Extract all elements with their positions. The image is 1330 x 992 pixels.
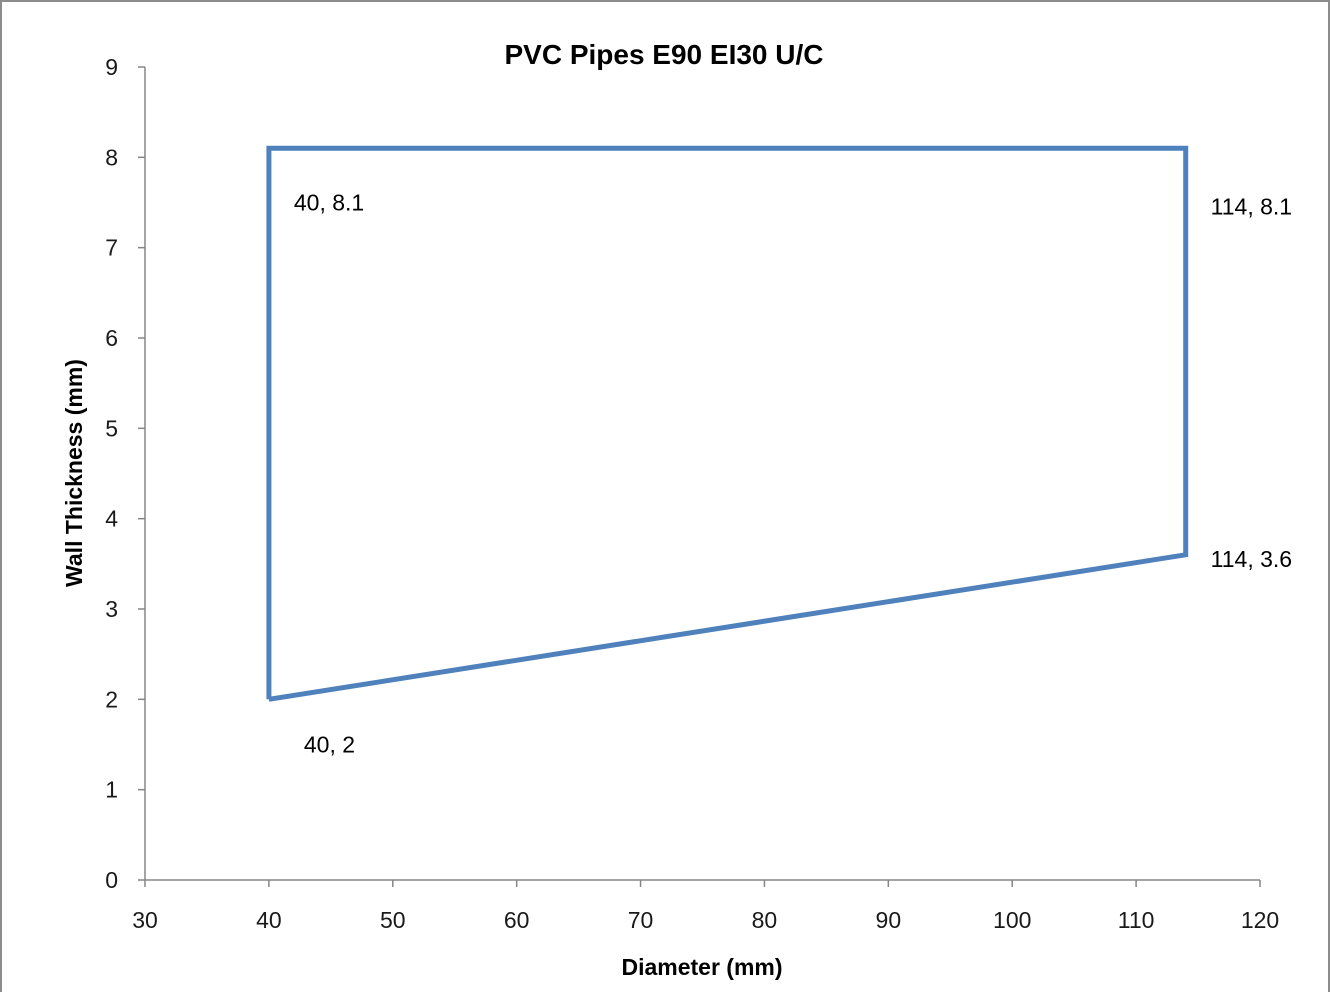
y-axis-title: Wall Thickness (mm) [61, 359, 87, 587]
data-label: 40, 2 [304, 731, 355, 757]
x-tick-label: 110 [1118, 907, 1155, 933]
axes [144, 67, 1260, 881]
y-tick-label: 5 [105, 415, 118, 441]
series-line [266, 145, 1189, 702]
y-tick-label: 3 [105, 596, 118, 622]
y-tick-label: 2 [105, 686, 118, 712]
x-ticks: 30 40 50 60 70 80 90 100 110 120 [132, 880, 1279, 933]
y-tick-label: 1 [105, 777, 118, 803]
x-tick-label: 80 [752, 907, 778, 933]
data-label: 40, 8.1 [294, 189, 364, 215]
y-tick-label: 6 [105, 325, 118, 351]
y-tick-label: 8 [105, 144, 118, 170]
data-labels: 40, 8.1 114, 8.1 114, 3.6 40, 2 [294, 189, 1292, 757]
x-tick-label: 70 [628, 907, 654, 933]
x-tick-label: 50 [380, 907, 406, 933]
y-tick-label: 7 [105, 235, 118, 261]
x-tick-label: 100 [993, 907, 1031, 933]
y-ticks: 0 1 2 3 4 5 6 7 8 9 [105, 54, 145, 893]
y-tick-label: 9 [105, 54, 118, 80]
series-layer [266, 145, 1189, 702]
chart-title: PVC Pipes E90 EI30 U/C [504, 39, 823, 70]
y-tick-label: 4 [105, 506, 118, 532]
data-label: 114, 8.1 [1211, 193, 1292, 219]
x-tick-label: 90 [876, 907, 902, 933]
x-tick-label: 60 [504, 907, 530, 933]
data-label: 114, 3.6 [1211, 546, 1292, 572]
x-tick-label: 40 [256, 907, 282, 933]
x-tick-label: 120 [1241, 907, 1279, 933]
x-axis-title: Diameter (mm) [621, 954, 782, 980]
y-tick-label: 0 [105, 867, 118, 893]
x-tick-label: 30 [132, 907, 158, 933]
